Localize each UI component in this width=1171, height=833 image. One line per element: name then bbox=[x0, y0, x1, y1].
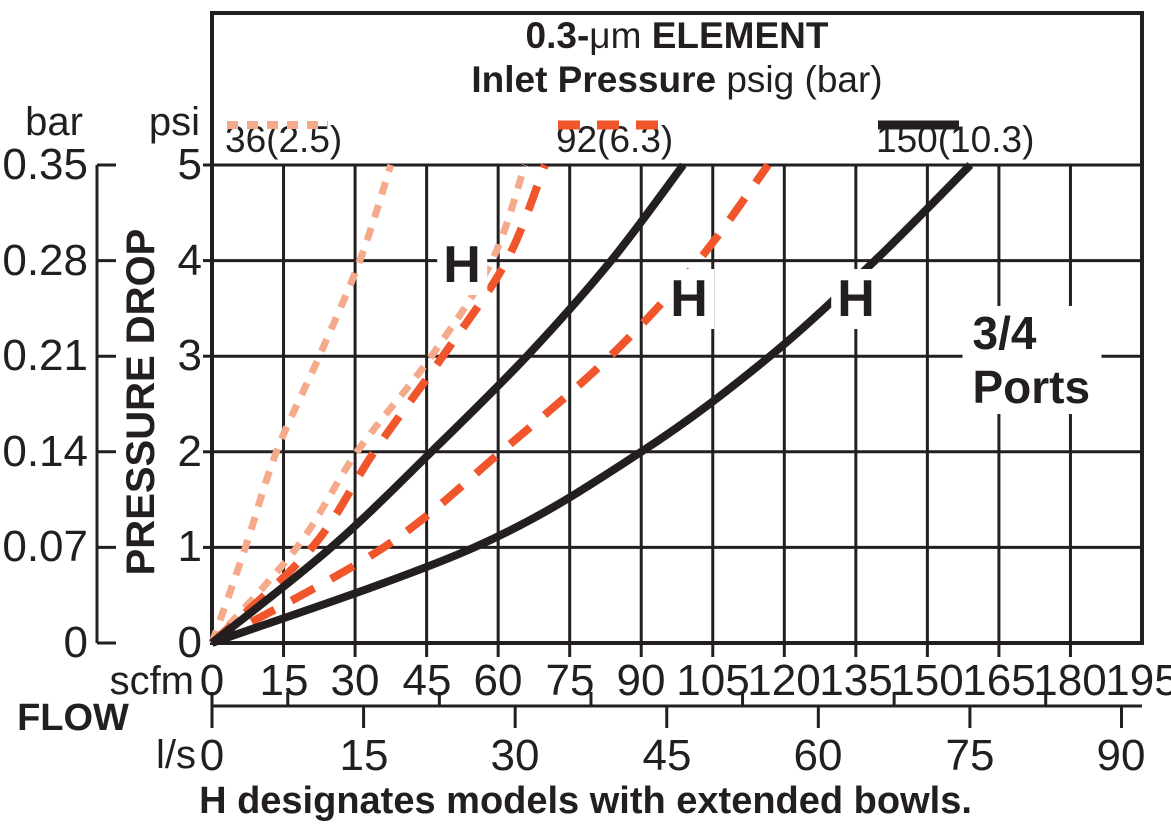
h-model-marker: H bbox=[831, 269, 881, 329]
scfm-tick-label: 180 bbox=[1033, 656, 1107, 705]
y-axis-title: PRESSURE DROP bbox=[119, 228, 163, 576]
subtitle-bold: Inlet Pressure bbox=[471, 59, 717, 100]
title-suffix: ELEMENT bbox=[641, 15, 829, 56]
title-mu: μm bbox=[589, 15, 642, 56]
legend-swatch-dotted bbox=[227, 121, 461, 147]
legend-item-36psig: 36(2.5) bbox=[225, 118, 461, 162]
chart-title-block: 0.3-μm ELEMENT Inlet Pressure psig (bar) bbox=[212, 14, 1142, 102]
scfm-tick-label: 105 bbox=[676, 656, 750, 705]
curve-150-10.3- bbox=[209, 162, 687, 647]
curve-92-6.3-h bbox=[210, 162, 772, 647]
curve-150-10.3-h bbox=[210, 162, 974, 647]
legend-item-92psig: 92(6.3) bbox=[556, 118, 792, 162]
psi-unit-label: psi bbox=[148, 100, 200, 144]
legend-label-36psig: 36(2.5) bbox=[225, 119, 343, 160]
scfm-tick-label: 0 bbox=[199, 656, 225, 705]
bar-tick-label: 0.21 bbox=[2, 331, 88, 381]
h-model-marker: H bbox=[664, 269, 714, 329]
plot-border bbox=[210, 11, 1144, 645]
legend-swatch-solid bbox=[878, 120, 1133, 147]
psi-tick-label: 5 bbox=[177, 140, 202, 189]
bar-tick-label: 0.35 bbox=[2, 140, 88, 189]
ls-tick-label: 45 bbox=[642, 731, 692, 780]
psi-tick-label: 0 bbox=[177, 618, 202, 667]
legend-item-150psig: 150(10.3) bbox=[876, 118, 1133, 162]
chart-caption: H designates models with extended bowls. bbox=[199, 780, 972, 822]
psi-tick-label: 3 bbox=[177, 331, 202, 381]
scfm-tick-label: 135 bbox=[819, 656, 893, 705]
port-size-label: 3/4 Ports bbox=[962, 306, 1102, 414]
ls-tick-label: 90 bbox=[1096, 731, 1146, 780]
scfm-tick-label: 165 bbox=[962, 656, 1036, 705]
scfm-tick-label: 45 bbox=[402, 656, 452, 705]
bar-tick-label: 0 bbox=[63, 618, 88, 667]
curve-36-2.5-h bbox=[209, 163, 529, 646]
bar-unit-label: bar bbox=[25, 100, 83, 144]
title-prefix: 0.3- bbox=[525, 15, 590, 56]
scfm-tick-label: 195 bbox=[1105, 656, 1171, 705]
psi-tick-label: 4 bbox=[177, 235, 202, 285]
bar-tick-label: 0.14 bbox=[2, 426, 88, 476]
ls-tick-label: 60 bbox=[793, 731, 843, 780]
legend-swatch-dashed bbox=[558, 120, 792, 147]
curve-92-6.3- bbox=[209, 163, 549, 646]
scfm-unit-label: scfm bbox=[109, 659, 194, 703]
ls-unit-label: l/s bbox=[156, 733, 196, 777]
chart-title: 0.3-μm ELEMENT bbox=[212, 14, 1142, 58]
psi-tick-label: 2 bbox=[177, 426, 202, 476]
ls-tick-label: 0 bbox=[199, 731, 225, 780]
bar-tick-label: 0.28 bbox=[2, 235, 88, 285]
ls-tick-label: 75 bbox=[945, 731, 995, 780]
x-axis-title: FLOW bbox=[17, 697, 129, 739]
bar-tick-label: 0.07 bbox=[2, 522, 88, 572]
scfm-tick-label: 120 bbox=[747, 656, 821, 705]
scfm-tick-label: 75 bbox=[545, 656, 595, 705]
chart-subtitle: Inlet Pressure psig (bar) bbox=[212, 58, 1142, 102]
psi-tick-label: 1 bbox=[177, 522, 202, 572]
scfm-tick-label: 15 bbox=[259, 656, 309, 705]
scfm-tick-label: 90 bbox=[616, 656, 666, 705]
scfm-tick-label: 30 bbox=[330, 656, 380, 705]
h-model-marker: H bbox=[437, 235, 487, 295]
scfm-tick-label: 150 bbox=[890, 656, 964, 705]
ls-tick-label: 30 bbox=[490, 731, 540, 780]
ls-tick-label: 15 bbox=[339, 731, 389, 780]
subtitle-rest: psig (bar) bbox=[716, 59, 883, 100]
scfm-tick-label: 60 bbox=[473, 656, 523, 705]
